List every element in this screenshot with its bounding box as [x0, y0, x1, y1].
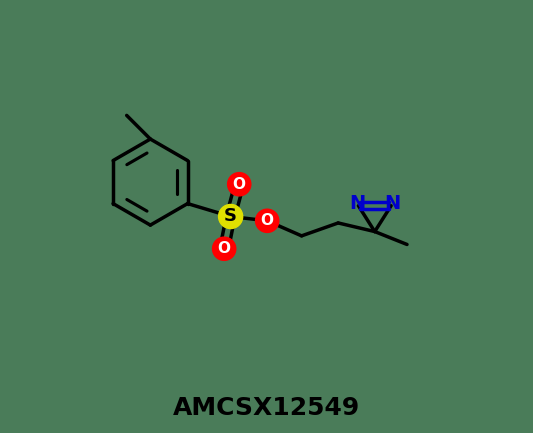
Circle shape [255, 209, 279, 233]
Text: S: S [224, 207, 237, 226]
Circle shape [219, 204, 243, 229]
Text: AMCSX12549: AMCSX12549 [173, 396, 360, 420]
Text: O: O [233, 177, 246, 192]
Circle shape [213, 237, 236, 260]
Text: N: N [384, 194, 400, 213]
Text: N: N [350, 194, 366, 213]
Text: O: O [261, 213, 273, 228]
Circle shape [228, 173, 251, 196]
Text: O: O [217, 241, 231, 256]
